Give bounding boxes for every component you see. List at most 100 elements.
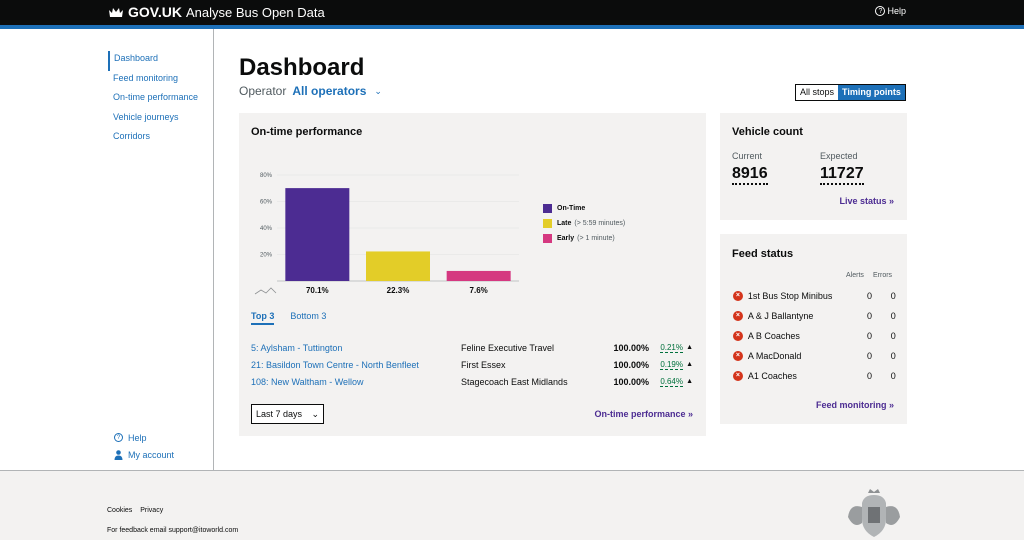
list-item: 108: New Waltham - Wellow Stagecoach Eas… [251, 373, 697, 390]
panel-title: On-time performance [251, 126, 363, 138]
expected-value[interactable]: 11727 [820, 165, 864, 185]
error-icon: × [733, 351, 743, 361]
error-icon: × [733, 291, 743, 301]
alerts-header: Alerts [846, 272, 864, 279]
legend-item: Early (> 1 minute) [543, 231, 625, 246]
help-icon: ? [114, 433, 123, 442]
errors-count: 0 [890, 291, 896, 301]
panel-title: Feed status [732, 248, 794, 260]
table-row: × A1 Coaches 0 0 [733, 366, 903, 386]
legend-swatch [543, 219, 552, 228]
route-change: 0.21% [649, 343, 683, 353]
route-percentage: 100.00% [613, 359, 649, 370]
govuk-logo[interactable]: GOV.UK Analyse Bus Open Data [108, 4, 325, 20]
feedback-label: For feedback email [107, 527, 167, 534]
on-time-performance-panel: On-time performance 20% 40% 60% 80% 70.1% 22.… [239, 113, 706, 436]
tab-top-3[interactable]: Top 3 [251, 311, 275, 325]
y-tick-label: 20% [260, 253, 273, 259]
feedback-text: For feedback email support@itoworld.com [107, 527, 238, 534]
error-icon: × [733, 331, 743, 341]
operator-name: A MacDonald [747, 351, 802, 361]
crown-icon [109, 8, 123, 17]
y-tick-label: 80% [260, 173, 273, 179]
user-icon [114, 449, 123, 460]
on-time-performance-link[interactable]: On-time performance » [594, 409, 693, 419]
current-count: Current 8916 [732, 151, 768, 185]
chart-legend: On-Time Late (> 5:59 minutes) Early (> 1… [543, 201, 625, 246]
y-tick-label: 60% [260, 200, 273, 206]
footer-links: Cookies Privacy [107, 507, 169, 514]
sidebar: Dashboard Feed monitoring On-time perfor… [0, 29, 214, 470]
ranking-tabs: Top 3 Bottom 3 [251, 311, 342, 325]
sparkline-icon [254, 287, 277, 295]
current-value[interactable]: 8916 [732, 165, 768, 185]
tab-bottom-3[interactable]: Bottom 3 [290, 311, 327, 321]
y-tick-label: 40% [260, 226, 273, 232]
alerts-count: 0 [867, 371, 873, 381]
feedback-email-link[interactable]: support@itoworld.com [168, 527, 239, 534]
header-help-label: Help [887, 6, 906, 16]
site-footer: Cookies Privacy For feedback email suppo… [0, 470, 1024, 540]
route-percentage: 100.00% [613, 342, 649, 353]
route-link[interactable]: 5: Aylsham - Tuttington [251, 342, 343, 353]
chevron-down-icon: ⌄ [311, 409, 319, 419]
privacy-link[interactable]: Privacy [140, 507, 164, 514]
route-list: 5: Aylsham - Tuttington Feline Executive… [251, 339, 697, 390]
change-value: 0.21% [660, 343, 683, 353]
service-name[interactable]: Analyse Bus Open Data [185, 4, 325, 20]
legend-label: On-Time [557, 205, 586, 212]
operator-select[interactable]: All operators [292, 84, 367, 98]
vehicle-count-panel: Vehicle count Current 8916 Expected 1172… [720, 113, 907, 220]
sidebar-account-link[interactable]: My account [114, 446, 174, 463]
route-change: 0.64% [649, 377, 683, 387]
bar-value-label: 70.1% [306, 286, 329, 295]
operator-name: 1st Bus Stop Minibus [747, 291, 833, 301]
chart-bar [446, 270, 511, 281]
operator-filter: Operator All operators ⌄ [239, 84, 382, 98]
current-label: Current [732, 151, 763, 161]
operator-label: Operator [239, 84, 287, 98]
alerts-count: 0 [867, 351, 873, 361]
table-row: × A MacDonald 0 0 [733, 346, 903, 366]
operator-name: A1 Coaches [747, 371, 797, 381]
feed-monitoring-link[interactable]: Feed monitoring » [815, 400, 894, 410]
triangle-up-icon: ▲ [686, 344, 693, 351]
change-value: 0.64% [660, 377, 683, 387]
table-row: × 1st Bus Stop Minibus 0 0 [733, 286, 903, 306]
sidebar-help-link[interactable]: ? Help [114, 429, 174, 446]
errors-count: 0 [890, 311, 896, 321]
sidebar-nav: Dashboard Feed monitoring On-time perfor… [108, 51, 198, 149]
legend-item: On-Time [543, 201, 625, 216]
bar-value-label: 22.3% [387, 286, 410, 295]
sidebar-item-feed-monitoring[interactable]: Feed monitoring [113, 72, 179, 83]
sidebar-item-on-time-performance[interactable]: On-time performance [113, 92, 199, 102]
cookies-link[interactable]: Cookies [107, 507, 133, 514]
timing-points-button[interactable]: Timing points [838, 85, 905, 100]
sidebar-help-label: Help [128, 432, 147, 443]
sidebar-item-corridors[interactable]: Corridors [113, 131, 151, 141]
sidebar-item-dashboard[interactable]: Dashboard [108, 51, 198, 71]
stop-type-toggle: All stops Timing points [795, 84, 906, 101]
all-stops-button[interactable]: All stops [800, 87, 835, 97]
sidebar-item-vehicle-journeys[interactable]: Vehicle journeys [113, 111, 179, 122]
date-range-select[interactable]: Last 7 days ⌄ [251, 404, 324, 424]
site-header: GOV.UK Analyse Bus Open Data ? Help [0, 0, 1024, 25]
date-range-value: Last 7 days [256, 409, 303, 419]
header-help-link[interactable]: ? Help [875, 6, 906, 16]
route-link[interactable]: 21: Basildon Town Centre - North Benflee… [251, 359, 419, 370]
route-percentage: 100.00% [613, 376, 649, 387]
route-operator: Stagecoach East Midlands [461, 376, 568, 387]
error-icon: × [733, 311, 743, 321]
chevron-down-icon[interactable]: ⌄ [374, 85, 382, 96]
live-status-link[interactable]: Live status » [839, 196, 894, 206]
chart-bar [366, 251, 430, 281]
feed-status-list: × 1st Bus Stop Minibus 0 0 × A & J Balla… [733, 286, 903, 386]
sidebar-account-label: My account [128, 449, 175, 460]
route-link[interactable]: 108: New Waltham - Wellow [251, 376, 364, 387]
help-icon: ? [875, 6, 886, 16]
legend-swatch [543, 204, 552, 213]
legend-label: Late [557, 220, 572, 227]
header-stripe [0, 25, 1024, 29]
legend-item: Late (> 5:59 minutes) [543, 216, 625, 231]
list-item: 21: Basildon Town Centre - North Benflee… [251, 356, 697, 373]
